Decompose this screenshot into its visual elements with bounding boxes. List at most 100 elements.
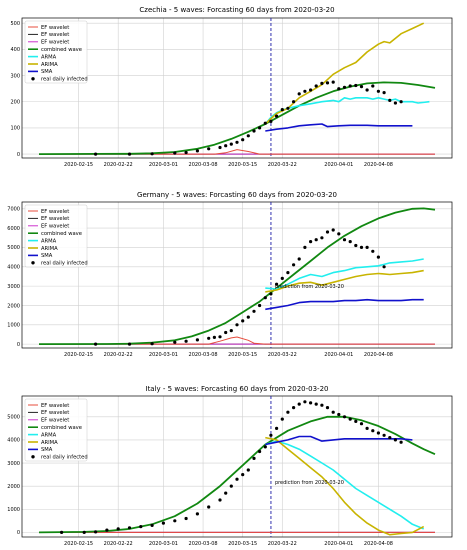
data-point-real xyxy=(127,342,132,346)
data-point-real xyxy=(241,138,245,142)
data-point-real xyxy=(235,323,239,327)
y-tick-label: 400 xyxy=(10,47,20,53)
chart-title: Germany - 5 waves: Forcasting 60 days fr… xyxy=(137,191,337,199)
x-tick-label: 2020-04-08 xyxy=(364,162,393,168)
data-point-real xyxy=(224,330,228,335)
data-point-real xyxy=(94,152,98,156)
data-point-real xyxy=(393,101,397,105)
legend-label: EF wavelet xyxy=(41,418,69,424)
y-tick-label: 2000 xyxy=(7,303,20,309)
data-point-real xyxy=(280,276,284,280)
data-point-real xyxy=(348,240,352,244)
legend-label: EF wavelet xyxy=(41,403,69,409)
data-point-real xyxy=(229,142,233,146)
legend-label: EF wavelet xyxy=(41,209,69,215)
data-point-real xyxy=(263,445,267,449)
data-point-real xyxy=(388,436,392,440)
x-tick-label: 2020-03-22 xyxy=(268,352,297,358)
data-point-real xyxy=(320,403,324,407)
y-tick-label: 0 xyxy=(17,342,20,348)
series-line-ef1 xyxy=(39,336,435,345)
data-point-real xyxy=(263,296,267,300)
data-point-real xyxy=(224,491,228,495)
data-point-real xyxy=(218,498,222,502)
data-point-real xyxy=(161,521,165,525)
series-line-arma xyxy=(265,258,424,290)
x-tick-label: 2020-03-15 xyxy=(228,541,257,547)
y-tick-label: 1000 xyxy=(7,323,20,329)
data-point-real xyxy=(105,528,109,532)
y-tick-label: 300 xyxy=(10,73,20,79)
data-point-real xyxy=(371,249,375,253)
data-point-real xyxy=(229,329,233,333)
annotation-label: prediction from 2020-03-20 xyxy=(275,480,344,486)
data-point-real xyxy=(195,149,199,153)
legend-label: EF wavelet xyxy=(41,224,69,230)
data-point-real xyxy=(309,240,313,244)
data-point-real xyxy=(218,335,222,339)
data-point-real xyxy=(365,245,369,249)
chart-title: Italy - 5 waves: Forcasting 60 days from… xyxy=(146,385,329,393)
data-point-real xyxy=(207,147,211,151)
legend-box xyxy=(24,398,88,462)
legend-label: ARMA xyxy=(41,54,57,60)
data-point-real xyxy=(376,431,380,435)
legend-label: EF wavelet xyxy=(41,40,69,46)
data-point-real xyxy=(354,83,358,88)
data-point-real xyxy=(331,228,335,232)
data-point-real xyxy=(297,402,301,406)
data-point-real xyxy=(337,412,341,417)
x-tick-label: 2020-03-01 xyxy=(149,162,178,168)
data-point-real xyxy=(382,91,386,95)
data-point-real xyxy=(337,232,341,236)
plot-frame xyxy=(21,201,453,349)
data-point-real xyxy=(258,449,262,454)
data-point-real xyxy=(195,512,199,516)
data-point-real xyxy=(127,152,132,156)
data-point-real xyxy=(303,89,307,93)
y-tick-label: 200 xyxy=(10,100,20,106)
legend-label: combined wave xyxy=(41,231,82,237)
legend-label: EF wavelet xyxy=(41,216,69,222)
data-point-real xyxy=(207,505,211,509)
data-point-real xyxy=(280,417,284,421)
data-point-real xyxy=(269,119,273,123)
data-point-real xyxy=(359,245,364,249)
data-point-real xyxy=(246,315,250,319)
x-tick-label: 2020-03-08 xyxy=(189,541,218,547)
y-tick-label: 5000 xyxy=(7,245,20,251)
data-point-real xyxy=(342,415,347,419)
x-tick-label: 2020-03-15 xyxy=(228,162,257,168)
y-tick-label: 6000 xyxy=(7,226,20,232)
legend-label: SMA xyxy=(41,447,53,453)
data-point-real xyxy=(252,456,256,460)
data-point-real xyxy=(94,342,98,346)
legend-marker xyxy=(31,455,35,459)
data-point-real xyxy=(116,527,120,531)
series-line-arma xyxy=(265,440,425,530)
x-tick-label: 2020-03-22 xyxy=(268,541,297,547)
data-point-real xyxy=(252,129,256,133)
data-point-real xyxy=(359,85,364,89)
x-tick-label: 2020-02-15 xyxy=(64,162,93,168)
data-point-real xyxy=(376,255,380,259)
data-point-real xyxy=(150,342,154,346)
x-tick-label: 2020-02-22 xyxy=(104,541,133,547)
data-point-real xyxy=(314,402,318,406)
series-line-combined xyxy=(38,207,436,345)
data-point-real xyxy=(224,144,228,148)
data-point-real xyxy=(303,400,307,404)
series-line-arima xyxy=(265,436,425,536)
legend-label: real daily infected xyxy=(41,261,88,267)
x-tick-label: 2020-04-01 xyxy=(324,352,353,358)
data-point-real xyxy=(184,150,188,155)
data-point-real xyxy=(229,484,233,488)
data-point-real xyxy=(365,426,369,430)
data-point-real xyxy=(348,417,352,421)
legend-label: combined wave xyxy=(41,47,82,53)
data-point-real xyxy=(275,282,279,286)
legend-box xyxy=(24,204,88,268)
chart-title: Czechia - 5 waves: Forcasting 60 days fr… xyxy=(139,6,334,14)
y-tick-label: 4000 xyxy=(7,265,20,271)
